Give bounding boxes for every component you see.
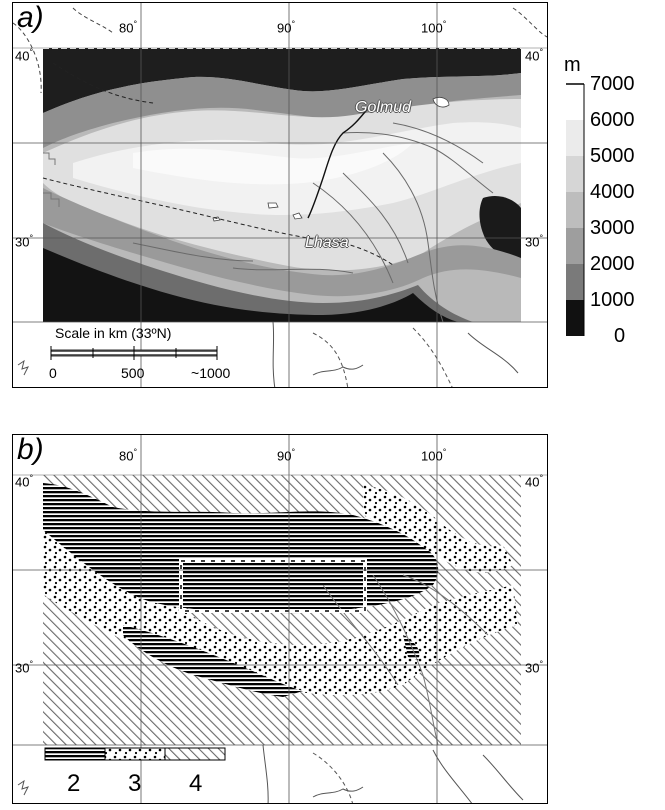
lat-tick-30-right: 30° bbox=[525, 233, 544, 250]
colorbar-swatch bbox=[566, 228, 584, 264]
lon-tick-90: 90° bbox=[277, 19, 296, 36]
scale-tick-500: 500 bbox=[121, 365, 145, 381]
lat-tick-30-left-b: 30° bbox=[15, 659, 34, 676]
lon-tick-80-b: 80° bbox=[119, 447, 138, 464]
colorbar-tick-label: 0 bbox=[614, 325, 626, 347]
place-label-golmud: Golmud bbox=[355, 99, 412, 116]
legend-swatch-3 bbox=[104, 747, 166, 761]
lat-tick-30-left: 30° bbox=[15, 233, 34, 250]
scale-tick-0: 0 bbox=[49, 365, 57, 381]
class-map-graphic bbox=[13, 435, 547, 803]
graticule bbox=[13, 3, 547, 387]
colorbar-swatch bbox=[566, 192, 584, 228]
scale-tick-1000: ~1000 bbox=[191, 365, 231, 381]
lat-tick-40-right-b: 40° bbox=[525, 473, 544, 490]
panel-label-b: b) bbox=[17, 434, 44, 466]
lat-tick-30-right-b: 30° bbox=[525, 659, 544, 676]
elevation-map-graphic bbox=[13, 3, 547, 387]
panel-b-class-map: b) 80° 90° 100° 40° 40° 30° 30° 2 3 4 bbox=[12, 434, 548, 804]
colorbar-tick-label: 3000 bbox=[590, 217, 635, 239]
legend-swatch-2 bbox=[44, 747, 106, 761]
lon-tick-90-b: 90° bbox=[277, 447, 296, 464]
colorbar-tick-label: 7000 bbox=[590, 73, 635, 95]
colorbar-swatch bbox=[566, 120, 584, 156]
lat-tick-40-left: 40° bbox=[15, 47, 34, 64]
colorbar-tick-label: 4000 bbox=[590, 181, 635, 203]
colorbar-tick-label: 2000 bbox=[590, 253, 635, 275]
legend-class-2: 2 bbox=[67, 770, 81, 797]
panel-a-elevation-map: a) 80° 90° 100° 40° 40° 30° 30° Golmud L… bbox=[12, 2, 548, 388]
elevation-grid bbox=[43, 48, 521, 322]
panel-label-a: a) bbox=[17, 2, 44, 34]
legend-class-4: 4 bbox=[189, 770, 203, 797]
lat-tick-40-right: 40° bbox=[525, 47, 544, 64]
legend-class-3: 3 bbox=[128, 770, 142, 797]
class-legend-bar bbox=[44, 747, 226, 761]
place-label-lhasa: Lhasa bbox=[305, 234, 349, 251]
colorbar-swatch bbox=[566, 300, 584, 336]
colorbar-swatch bbox=[566, 156, 584, 192]
elevation-colorbar: m 7000 6000 5000 4000 3000 2000 1000 0 bbox=[560, 54, 665, 368]
lat-tick-40-left-b: 40° bbox=[15, 473, 34, 490]
colorbar-tick-label: 5000 bbox=[590, 145, 635, 167]
colorbar-tick-label: 1000 bbox=[590, 289, 635, 311]
lon-tick-100: 100° bbox=[421, 19, 447, 36]
legend-swatch-4 bbox=[164, 747, 226, 761]
colorbar-unit: m bbox=[564, 54, 581, 76]
graticule-b bbox=[13, 435, 547, 803]
lon-tick-100-b: 100° bbox=[421, 447, 447, 464]
lon-tick-80: 80° bbox=[119, 19, 138, 36]
colorbar-swatch bbox=[566, 84, 584, 120]
scale-bar bbox=[50, 346, 218, 360]
colorbar-swatch bbox=[566, 264, 584, 300]
scale-title: Scale in km (33ºN) bbox=[55, 325, 172, 341]
colorbar-swatches bbox=[566, 83, 585, 336]
colorbar-tick-label: 6000 bbox=[590, 109, 635, 131]
